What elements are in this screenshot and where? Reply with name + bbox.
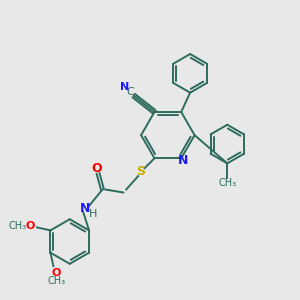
Text: CH₃: CH₃ <box>218 178 236 188</box>
Text: CH₃: CH₃ <box>9 221 27 231</box>
Text: N: N <box>80 202 90 215</box>
Text: CH₃: CH₃ <box>47 276 65 286</box>
Text: N: N <box>178 154 188 167</box>
Text: N: N <box>120 82 129 92</box>
Text: C: C <box>126 87 134 97</box>
Text: H: H <box>88 209 97 219</box>
Text: O: O <box>91 162 102 175</box>
Text: O: O <box>26 221 35 231</box>
Text: S: S <box>136 165 146 178</box>
Text: O: O <box>52 268 61 278</box>
